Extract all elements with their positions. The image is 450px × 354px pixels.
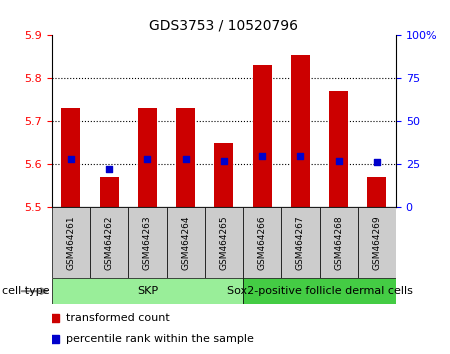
Bar <box>138 108 157 207</box>
Bar <box>214 143 234 207</box>
Bar <box>291 55 310 207</box>
Point <box>258 153 265 159</box>
Text: GSM464261: GSM464261 <box>67 215 76 270</box>
Text: percentile rank within the sample: percentile rank within the sample <box>66 334 253 344</box>
Bar <box>358 207 396 278</box>
Point <box>220 158 227 164</box>
Bar <box>252 65 272 207</box>
Bar <box>176 108 195 207</box>
Bar <box>329 91 348 207</box>
Bar <box>99 177 119 207</box>
Text: Sox2-positive follicle dermal cells: Sox2-positive follicle dermal cells <box>226 286 413 296</box>
Text: GSM464264: GSM464264 <box>181 215 190 270</box>
Point <box>105 166 112 172</box>
Text: GSM464266: GSM464266 <box>257 215 266 270</box>
Text: GSM464265: GSM464265 <box>220 215 228 270</box>
Bar <box>281 207 320 278</box>
Text: SKP: SKP <box>137 286 158 296</box>
Bar <box>243 207 281 278</box>
Text: GSM464269: GSM464269 <box>373 215 382 270</box>
Point <box>144 156 151 162</box>
Bar <box>90 207 128 278</box>
Bar <box>52 278 243 304</box>
Text: cell type: cell type <box>2 286 50 296</box>
Text: GSM464262: GSM464262 <box>104 215 113 270</box>
Bar <box>61 108 81 207</box>
Text: transformed count: transformed count <box>66 313 169 323</box>
Bar <box>128 207 166 278</box>
Text: GSM464263: GSM464263 <box>143 215 152 270</box>
Bar <box>243 278 396 304</box>
Bar <box>367 177 387 207</box>
Bar <box>52 207 90 278</box>
Point <box>374 160 381 165</box>
Bar <box>166 207 205 278</box>
Point <box>182 156 189 162</box>
Title: GDS3753 / 10520796: GDS3753 / 10520796 <box>149 19 298 33</box>
Point <box>297 153 304 159</box>
Text: GSM464268: GSM464268 <box>334 215 343 270</box>
Point <box>335 158 342 164</box>
Bar <box>205 207 243 278</box>
Point <box>68 156 75 162</box>
Bar <box>320 207 358 278</box>
Text: GSM464267: GSM464267 <box>296 215 305 270</box>
